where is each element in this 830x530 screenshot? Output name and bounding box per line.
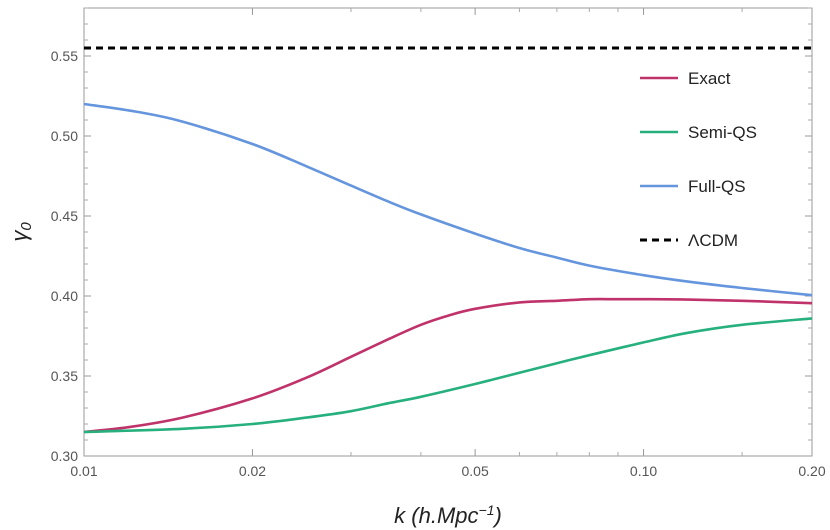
legend-label: Full-QS	[688, 177, 746, 196]
y-tick-label: 0.45	[51, 208, 78, 224]
y-tick-label: 0.40	[51, 288, 78, 304]
series-line-semi-qs	[83, 317, 813, 434]
y-tick-labels: 0.30 0.35 0.40 0.45 0.50 0.55	[51, 48, 78, 464]
y-tick-label: 0.55	[51, 48, 78, 64]
legend: Exact Semi-QS Full-QS ΛCDM	[640, 69, 757, 250]
x-tick-label: 0.20	[798, 463, 825, 479]
x-tick-label: 0.02	[239, 463, 266, 479]
y-tick-label: 0.30	[51, 448, 78, 464]
legend-label: Exact	[688, 69, 731, 88]
series-line-exact	[83, 297, 813, 434]
series-lines	[83, 46, 813, 434]
minor-ticks	[84, 7, 812, 456]
x-tick-labels: 0.01 0.02 0.05 0.10 0.20	[70, 463, 825, 479]
x-axis-title: k (h.Mpc−1)	[394, 502, 502, 528]
y-tick-label: 0.50	[51, 128, 78, 144]
x-tick-label: 0.10	[630, 463, 657, 479]
legend-label: ΛCDM	[688, 231, 738, 250]
legend-label: Semi-QS	[688, 123, 757, 142]
x-tick-label: 0.05	[461, 463, 488, 479]
x-tick-label: 0.01	[70, 463, 97, 479]
y-axis-title: γ0	[7, 222, 35, 242]
series-line-full-qs	[83, 102, 813, 297]
y-tick-label: 0.35	[51, 368, 78, 384]
